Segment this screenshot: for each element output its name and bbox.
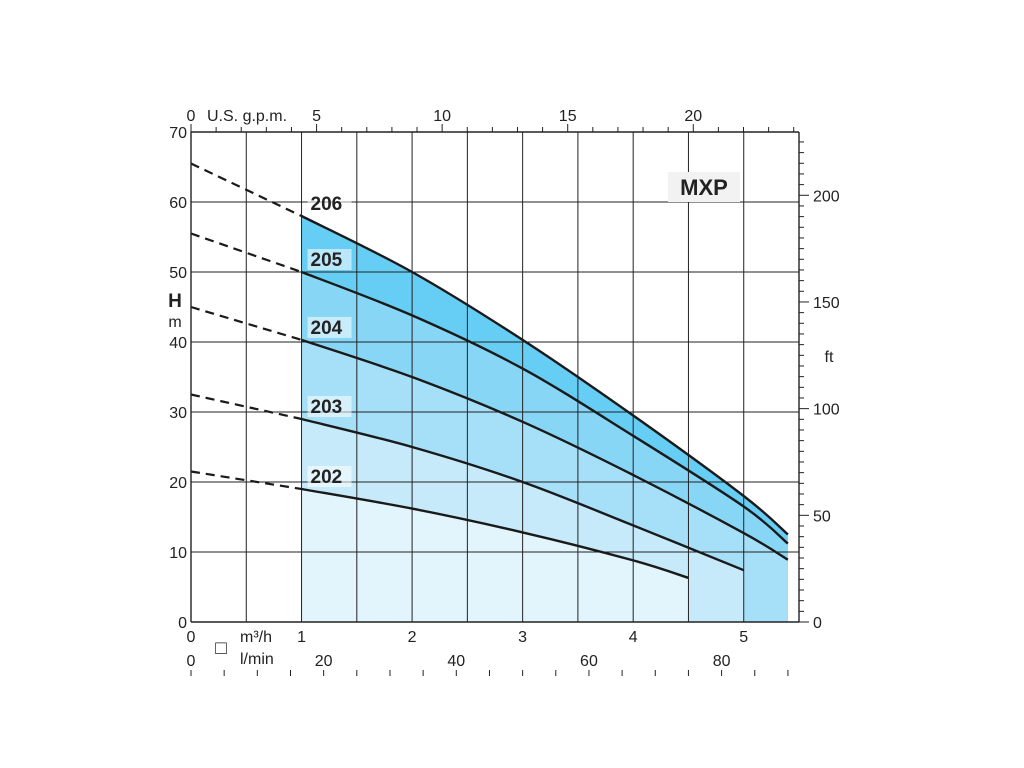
model-label: MXP: [680, 175, 728, 200]
y-tick-label: 50: [169, 265, 187, 282]
y2-axis-unit: ft: [825, 349, 834, 366]
y2-tick-label: 100: [813, 402, 840, 419]
x-tick-label: 5: [739, 629, 748, 646]
curve-label-203: 203: [311, 397, 343, 418]
curve-206: [300, 214, 789, 536]
y2-tick-label: 0: [813, 615, 822, 632]
x-tick-label: 1: [297, 629, 306, 646]
x-top-tick-label: 5: [312, 108, 321, 125]
model-label-bg: [668, 172, 740, 202]
y-tick-label: 60: [169, 195, 187, 212]
y-tick-label: 30: [169, 405, 187, 422]
curve-label-202: 202: [311, 467, 343, 488]
x2-tick-label: 60: [580, 653, 598, 670]
y2-tick-label: 200: [813, 188, 840, 205]
x-top-tick-label: 20: [684, 108, 702, 125]
curve-dashed-205: [190, 232, 302, 274]
curve-203: [301, 417, 745, 572]
curve-dashed-203: [190, 393, 302, 421]
y-tick-label: 20: [169, 475, 187, 492]
x2-tick-label: 80: [713, 653, 731, 670]
y2-tick-label: 50: [813, 508, 831, 525]
curve-204: [301, 338, 789, 561]
x-top-tick-label: 15: [559, 108, 577, 125]
x-tick-label: 3: [518, 629, 527, 646]
x2-tick-label: 20: [315, 653, 333, 670]
operating-range-fills: [301, 216, 788, 622]
x-axis-unit: m³/h: [240, 629, 272, 646]
y-axis-label: H: [168, 291, 182, 312]
curve-label-bg: [307, 316, 352, 338]
tick-marks: [190, 124, 809, 676]
curve-dashed-206: [190, 162, 302, 217]
plot-frame: [190, 131, 800, 623]
curve-dashed-202: [190, 470, 302, 491]
curve-label-bg: [307, 249, 352, 270]
curve-dashed-204: [190, 305, 302, 341]
y-tick-label: 0: [178, 615, 187, 632]
x-tick-label: 0: [187, 629, 196, 646]
curve-label-205: 205: [311, 250, 343, 271]
x2-tick-label: 0: [187, 653, 196, 670]
y-tick-label: 40: [169, 335, 187, 352]
x-top-tick-label: 0: [187, 108, 196, 125]
performance-curves: 202 203 204 205 206: [190, 162, 789, 580]
x-tick-label: 4: [629, 629, 638, 646]
fill-area-202: [301, 489, 689, 622]
x-tick-label: 2: [408, 629, 417, 646]
curve-label-206: 206: [311, 194, 343, 215]
y-tick-label: 70: [169, 125, 187, 142]
x-top-tick-label: 10: [433, 108, 451, 125]
x2-tick-label: 40: [447, 653, 465, 670]
x2-axis-unit: l/min: [240, 651, 274, 668]
curve-label-bg: [307, 466, 352, 487]
y-tick-label: 10: [169, 545, 187, 562]
y-axis-unit: m: [168, 314, 181, 331]
y2-tick-label: 150: [813, 295, 840, 312]
curve-205: [301, 270, 789, 545]
x-top-axis-unit: U.S. g.p.m.: [207, 108, 287, 125]
x-axis-symbol: □: [215, 638, 227, 659]
curve-label-204: 204: [311, 318, 343, 339]
curve-label-bg: [307, 193, 352, 214]
curve-label-bg: [307, 396, 352, 417]
curve-202: [301, 487, 689, 580]
